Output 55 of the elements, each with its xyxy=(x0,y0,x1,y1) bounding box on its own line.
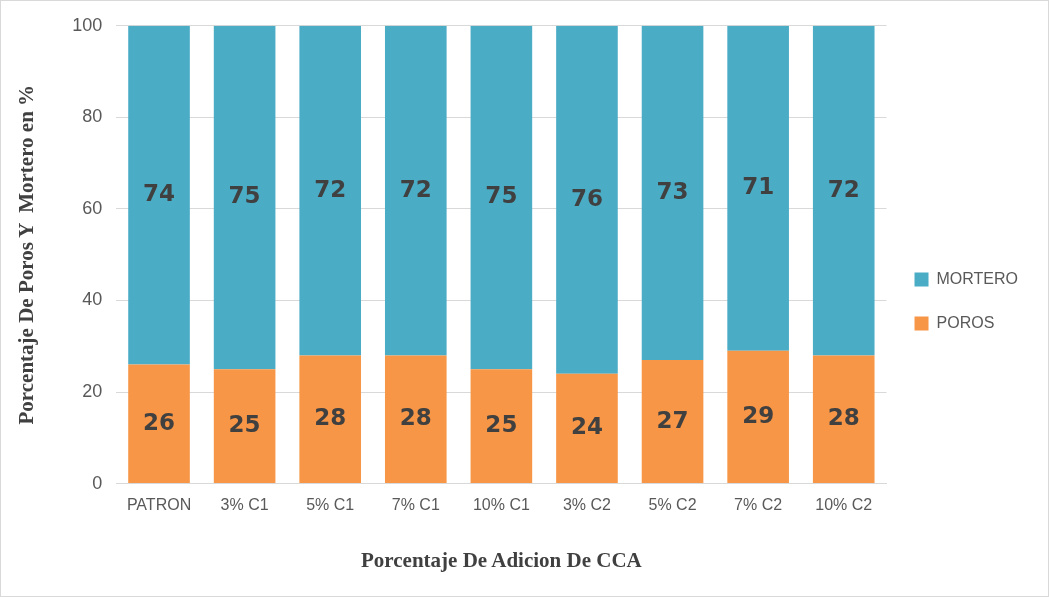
data-label: 25 xyxy=(228,411,261,438)
data-label: 27 xyxy=(656,406,689,433)
y-axis-title: Porcentaje De Poros Y Mortero en % xyxy=(14,84,39,425)
data-label: 26 xyxy=(143,408,176,435)
x-tick-label: 3% C2 xyxy=(562,495,612,513)
legend-label: MORTERO xyxy=(936,269,1018,287)
bar xyxy=(812,355,875,484)
bar xyxy=(470,25,533,370)
y-tick-label: 80 xyxy=(82,106,103,127)
bar xyxy=(128,364,190,484)
y-tick-label: 0 xyxy=(92,472,103,493)
bar xyxy=(299,355,362,484)
data-label: 28 xyxy=(314,404,347,431)
y-tick-label: 20 xyxy=(82,381,103,402)
data-label: 74 xyxy=(143,180,176,207)
data-label: 72 xyxy=(827,175,860,202)
x-tick-label: 7% C1 xyxy=(391,495,440,513)
y-tick-label: 60 xyxy=(82,197,103,218)
data-label: 28 xyxy=(827,404,860,431)
data-label: 72 xyxy=(399,175,432,202)
x-tick-label: 5% C1 xyxy=(306,495,355,513)
bar xyxy=(727,25,789,351)
y-tick-label: 40 xyxy=(82,289,103,310)
data-label: 24 xyxy=(570,413,603,440)
bar xyxy=(556,373,618,484)
bar xyxy=(213,369,276,484)
data-label: 28 xyxy=(399,404,432,431)
x-tick-label: 10% C2 xyxy=(815,495,873,513)
y-tick-label: 100 xyxy=(72,14,103,35)
data-label: 75 xyxy=(485,182,518,209)
bar xyxy=(556,25,618,374)
bar xyxy=(299,25,362,356)
legend-label: POROS xyxy=(936,313,995,331)
data-label: 76 xyxy=(570,184,603,211)
x-tick-label: 7% C2 xyxy=(734,495,783,513)
bar xyxy=(384,25,447,356)
bar xyxy=(213,25,276,370)
bar xyxy=(384,355,447,484)
x-tick-label: 3% C1 xyxy=(220,495,269,513)
bar xyxy=(641,359,704,484)
x-axis-title: Porcentaje De Adicion De CCA xyxy=(361,547,643,572)
data-label: 75 xyxy=(228,182,261,209)
x-tick-label: PATRON xyxy=(126,495,192,513)
data-label: 71 xyxy=(742,173,775,200)
data-label: 72 xyxy=(314,175,347,202)
bar xyxy=(128,25,190,365)
bar xyxy=(641,25,704,360)
bar xyxy=(812,25,875,356)
bar xyxy=(727,350,789,484)
x-tick-label: 10% C1 xyxy=(472,495,530,513)
data-label: 73 xyxy=(656,177,689,204)
bar xyxy=(470,369,533,484)
data-label: 25 xyxy=(485,411,518,438)
data-label: 29 xyxy=(742,401,775,428)
x-tick-label: 5% C2 xyxy=(648,495,697,513)
